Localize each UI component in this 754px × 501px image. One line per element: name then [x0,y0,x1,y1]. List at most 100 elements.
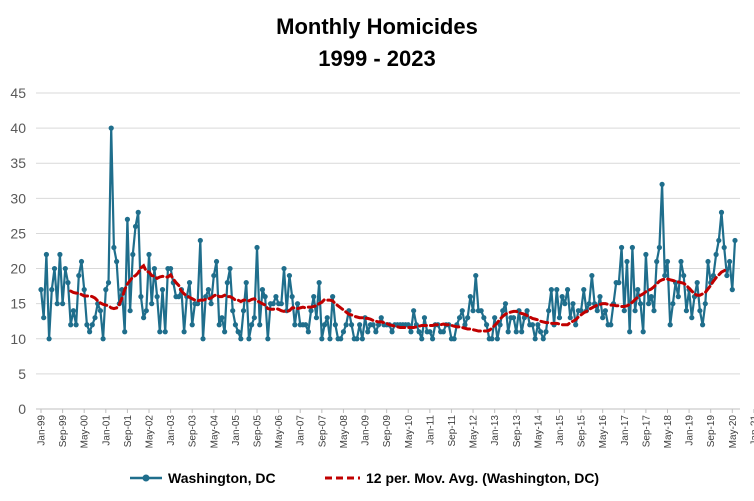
x-tick-label: Jan-09 [361,415,372,446]
x-tick-label: May-08 [339,415,350,449]
data-point [548,287,554,293]
data-point [427,329,433,335]
x-tick-label: Sep-07 [317,415,328,448]
data-point [100,336,106,342]
data-point [149,301,155,307]
data-point [321,322,328,328]
data-point [513,329,519,335]
data-point [562,301,568,307]
data-point [502,301,509,307]
data-point [38,287,44,293]
y-tick-label-10: 10 [10,331,26,347]
data-point [494,336,500,342]
data-point [470,308,476,314]
data-point [200,336,206,342]
data-point [573,322,579,328]
data-point [197,237,203,244]
data-point [378,315,384,321]
data-point [729,287,735,293]
x-tick-label: Jan-03 [166,415,177,446]
data-point [124,216,131,222]
data-point [405,322,411,328]
data-point [732,237,738,244]
data-point [87,329,93,335]
data-point [168,265,174,272]
y-tick-label-0: 0 [18,401,26,417]
legend-label-washington-dc: Washington, DC [168,470,276,486]
data-point [97,308,104,314]
x-tick-label: Jan-05 [231,415,242,446]
data-point [602,308,608,314]
data-point [316,280,322,286]
chart-title-line-1: Monthly Homicides [276,14,478,39]
data-point [238,336,244,342]
data-point [205,287,212,293]
data-point [103,287,109,293]
data-point [411,308,417,314]
data-point [721,244,727,251]
data-point [624,258,630,265]
x-tick-label: Sep-19 [706,415,717,448]
data-point [705,258,711,265]
data-point [305,329,311,335]
data-point [240,308,247,314]
data-point [540,336,546,342]
data-point [43,251,50,258]
data-point [537,329,544,335]
data-point [559,294,565,300]
x-tick-label: Sep-99 [58,415,69,448]
data-point [338,336,344,342]
data-point [618,244,625,251]
data-point [473,272,479,279]
data-point [227,265,233,272]
data-point [648,294,654,300]
data-point [181,329,187,335]
data-point [46,336,52,342]
data-point [294,301,301,307]
data-point [716,237,722,244]
data-point [265,336,271,342]
data-point [678,258,684,265]
x-tick-label: May-20 [728,415,739,449]
data-point [600,315,606,321]
data-point [54,301,60,307]
data-point [681,272,687,279]
data-point [667,322,673,328]
data-point [483,322,490,328]
data-point [651,308,657,314]
data-point [235,329,241,335]
x-tick-label: May-02 [145,415,156,449]
data-point [421,315,428,321]
data-point [203,294,209,300]
data-point [141,315,147,321]
data-point [635,287,641,293]
data-point [440,329,446,335]
data-point [594,308,600,314]
data-point [286,272,293,279]
data-point [637,301,644,307]
data-point [51,265,58,272]
data-point [84,322,90,328]
data-point [370,322,376,328]
data-point [627,329,633,335]
x-tick-label: Sep-15 [577,415,588,448]
x-tick-label: Jan-17 [620,415,631,446]
data-point [114,258,120,265]
data-point [532,336,538,342]
data-point [694,280,700,286]
data-point [389,329,395,335]
data-point [127,308,133,314]
data-point [462,322,468,328]
data-point [308,308,314,314]
data-point [176,294,182,300]
data-point [724,272,730,279]
data-point [230,308,236,314]
data-point [278,301,284,307]
y-tick-label-20: 20 [10,261,26,277]
data-point [500,308,506,314]
legend-marker-washington-dc [142,474,150,482]
data-point [505,329,511,335]
y-tick-label-25: 25 [10,225,26,241]
